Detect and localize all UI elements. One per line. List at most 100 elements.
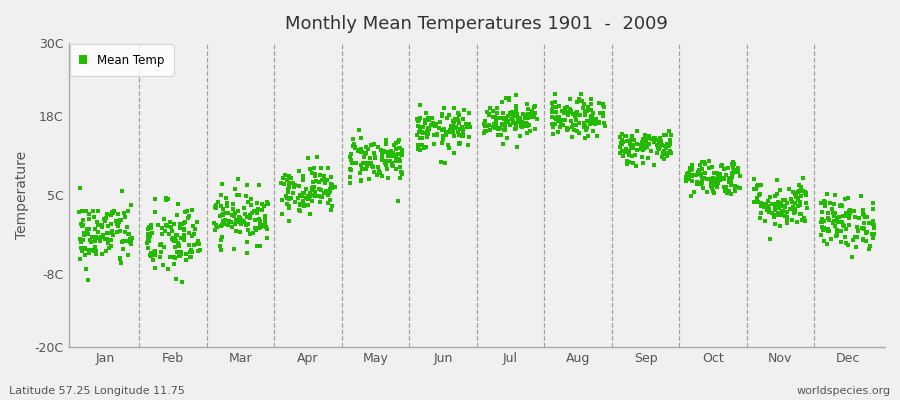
Point xyxy=(508,113,523,119)
Point xyxy=(659,144,673,150)
Point xyxy=(619,160,634,167)
Point xyxy=(115,188,130,194)
Point xyxy=(497,127,511,134)
Point xyxy=(389,139,403,146)
Point xyxy=(549,116,563,122)
Point xyxy=(422,117,436,124)
Point xyxy=(572,98,587,104)
Point xyxy=(182,230,196,236)
Point xyxy=(843,207,858,213)
Point xyxy=(310,154,324,160)
Point xyxy=(772,211,787,218)
Point xyxy=(211,198,225,205)
Point xyxy=(392,156,406,162)
Point xyxy=(491,131,506,138)
Point xyxy=(634,154,649,160)
Point xyxy=(527,126,542,132)
Point xyxy=(444,123,458,129)
Point xyxy=(619,145,634,152)
Point xyxy=(95,251,110,257)
Point xyxy=(684,193,698,200)
Point xyxy=(646,134,661,141)
Point xyxy=(560,127,574,133)
Point xyxy=(229,220,243,227)
Point xyxy=(845,254,859,260)
Point xyxy=(561,112,575,118)
Point xyxy=(800,205,814,211)
Point xyxy=(292,183,306,189)
Point xyxy=(646,162,661,169)
Point xyxy=(691,166,706,173)
Point xyxy=(86,208,100,214)
Point xyxy=(250,200,265,206)
Point xyxy=(770,199,785,205)
Point xyxy=(521,111,535,117)
Point xyxy=(418,120,432,126)
Point xyxy=(548,91,562,97)
Point xyxy=(94,224,109,230)
Point xyxy=(221,217,236,224)
Point xyxy=(512,115,526,121)
Point xyxy=(817,238,832,244)
Point xyxy=(436,135,450,142)
Point xyxy=(689,179,704,185)
Point xyxy=(727,184,742,190)
Point xyxy=(416,130,430,136)
Point xyxy=(747,198,761,205)
Point xyxy=(452,139,466,146)
Point xyxy=(184,247,199,253)
Point xyxy=(233,215,248,222)
Point xyxy=(450,116,464,122)
Point xyxy=(355,166,369,172)
Point xyxy=(838,196,852,202)
Point xyxy=(782,186,796,192)
Point xyxy=(780,220,795,226)
Point xyxy=(306,183,320,190)
Point xyxy=(793,210,807,217)
Point xyxy=(705,179,719,185)
Point xyxy=(796,188,811,194)
Point xyxy=(718,188,733,194)
Point xyxy=(287,199,302,206)
Point xyxy=(143,252,157,259)
Point xyxy=(169,238,184,244)
Point xyxy=(695,165,709,172)
Point xyxy=(834,203,849,209)
Point xyxy=(652,142,667,148)
Point xyxy=(785,199,799,206)
Point xyxy=(427,140,441,147)
Point xyxy=(624,137,638,143)
Point xyxy=(231,214,246,220)
Point xyxy=(634,139,649,145)
Point xyxy=(320,192,335,199)
Point xyxy=(169,276,184,282)
Point xyxy=(544,106,559,113)
Point xyxy=(639,136,653,142)
Point xyxy=(167,261,182,268)
Point xyxy=(158,197,173,203)
Point xyxy=(364,142,378,148)
Point xyxy=(298,194,312,201)
Point xyxy=(239,222,254,228)
Point xyxy=(367,140,382,147)
Point xyxy=(183,248,197,255)
Point xyxy=(557,117,572,124)
Point xyxy=(260,199,274,205)
Point xyxy=(757,201,771,207)
Point xyxy=(257,220,272,227)
Point xyxy=(495,99,509,105)
Point xyxy=(171,240,185,246)
Point xyxy=(486,113,500,120)
Point xyxy=(187,242,202,248)
Point xyxy=(173,220,187,227)
Point xyxy=(320,177,334,184)
Point xyxy=(357,151,372,157)
Point xyxy=(572,130,586,136)
Point xyxy=(855,209,869,216)
Point xyxy=(446,122,460,129)
Point xyxy=(343,166,357,172)
Point xyxy=(487,121,501,127)
Point xyxy=(774,211,788,218)
Point xyxy=(788,206,802,212)
Point xyxy=(106,210,121,216)
